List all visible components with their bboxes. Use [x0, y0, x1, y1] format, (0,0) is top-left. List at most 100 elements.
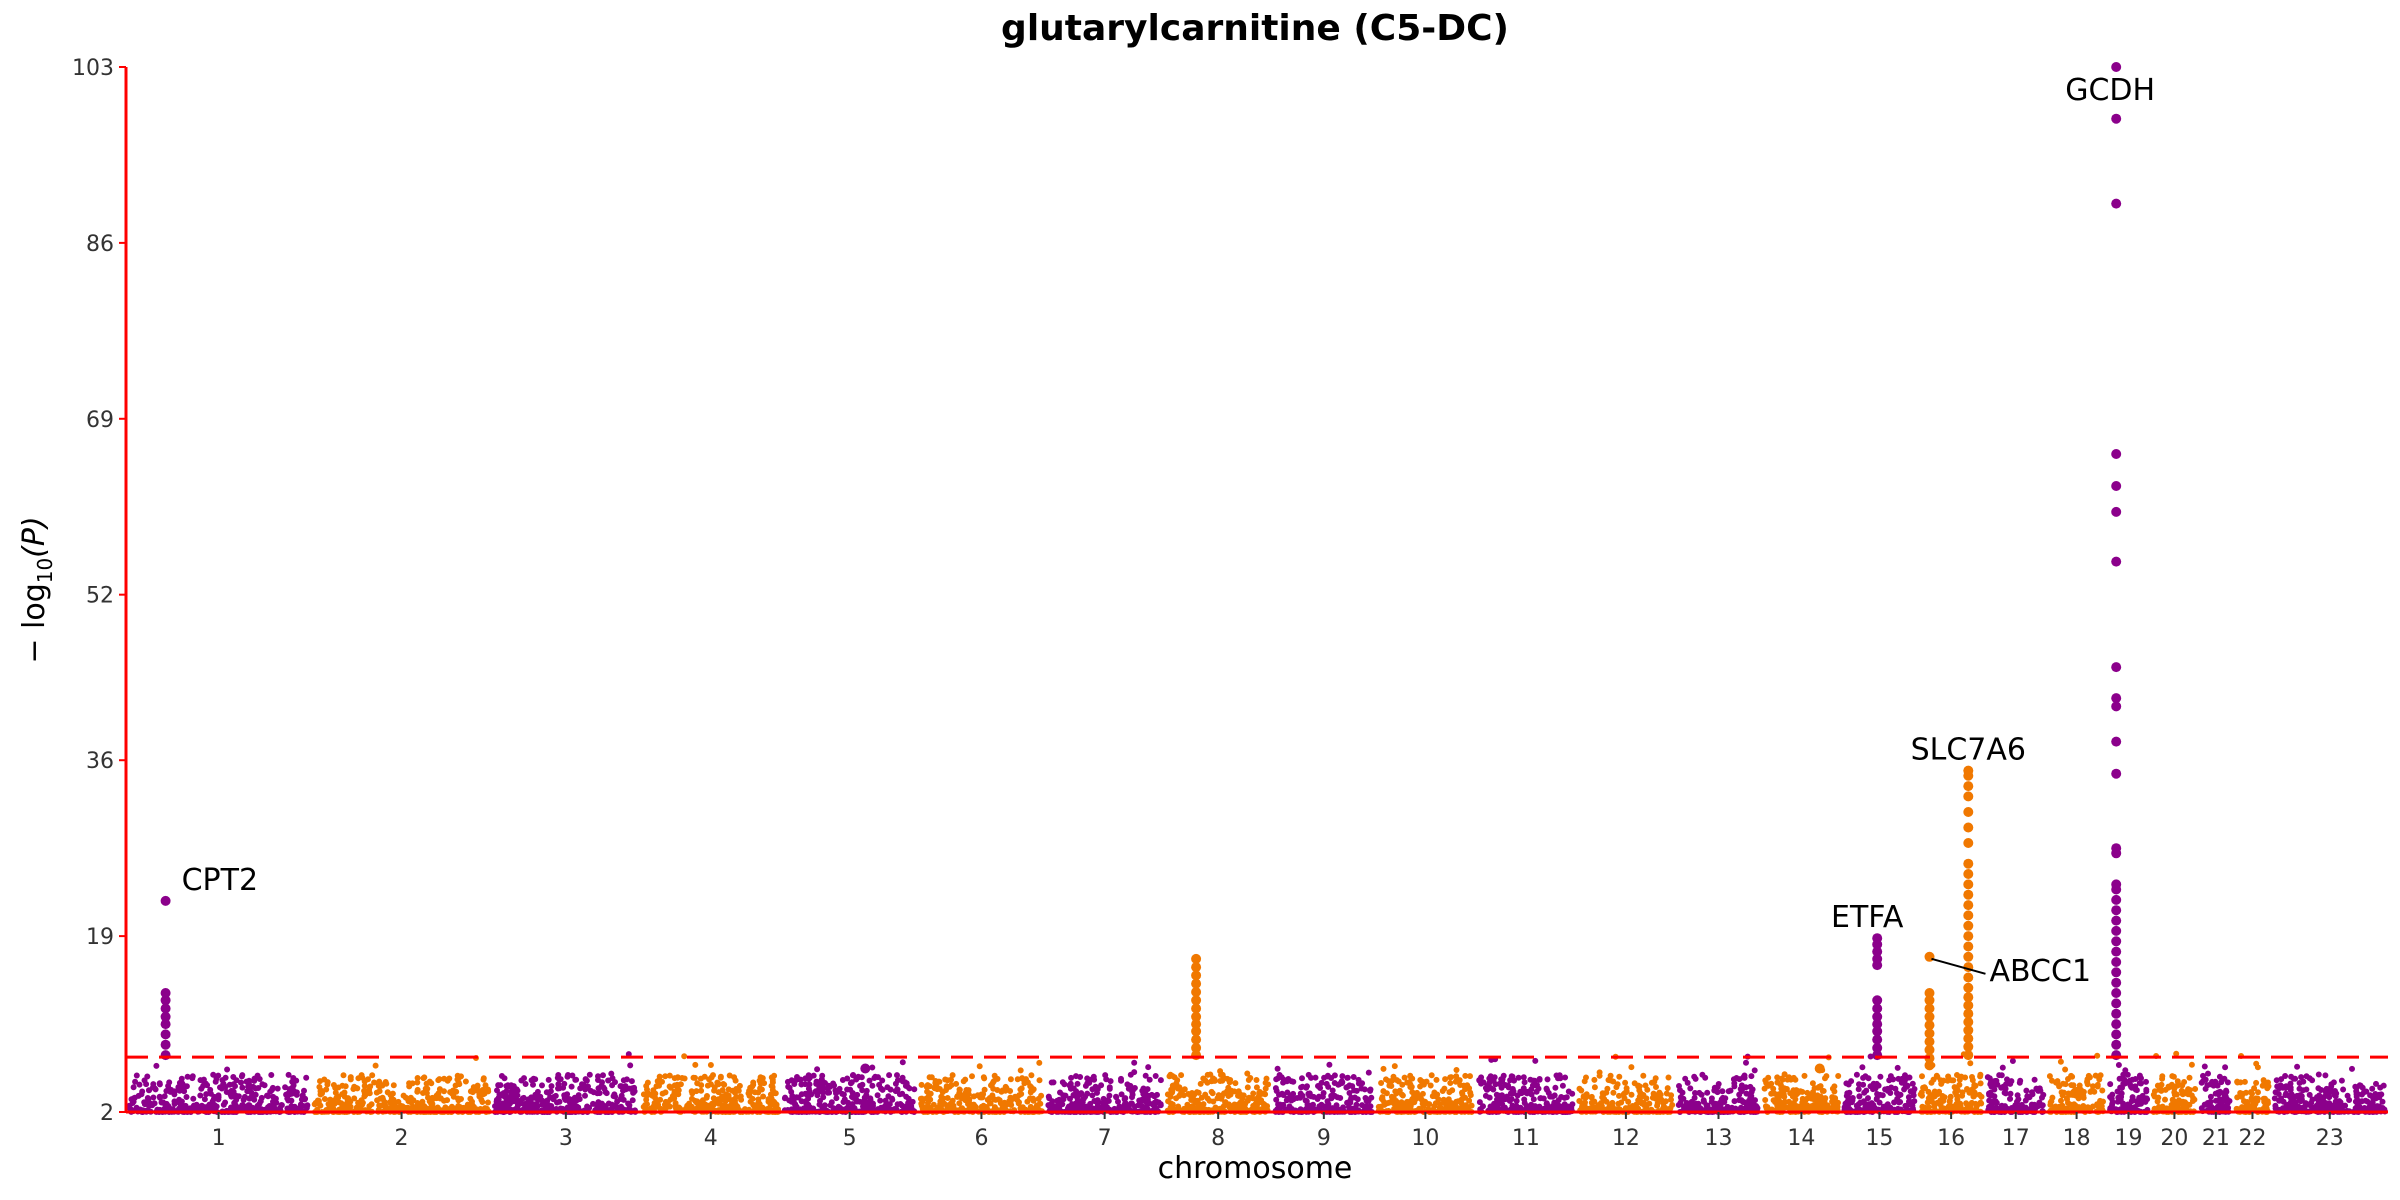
peak-7-point-21: [2111, 736, 2122, 747]
y-tick-label-52: 52: [86, 584, 114, 609]
peak-5-point-8: [1924, 995, 1935, 1006]
peak-0-point-3: [160, 1019, 171, 1030]
chromosome-20-points: [2150, 1050, 2199, 1115]
peak-7-point-25: [2111, 556, 2122, 567]
chromosome-23-points: [2271, 1063, 2388, 1115]
data-points: [126, 1050, 2388, 1115]
y-axis-label-subscript: 10: [33, 558, 57, 583]
chromosome-2-points: [311, 1055, 492, 1115]
chromosome-18-points: [2046, 1052, 2106, 1115]
peak-4-point-3: [1872, 1026, 1883, 1037]
peak-6-point-0: [1963, 1050, 1974, 1061]
peak-6-point-23: [1963, 807, 1974, 817]
peak-4-point-10: [1872, 946, 1883, 957]
x-tick-label-13: 13: [1705, 1126, 1733, 1151]
peak-4-point-7: [1872, 995, 1883, 1006]
x-tick-label-20: 20: [2160, 1126, 2188, 1151]
peak-7-point-2: [2111, 1029, 2122, 1040]
chromosome-13-points: [1675, 1053, 1761, 1115]
y-tick-label-69: 69: [86, 408, 114, 433]
peak-7-point-12: [2111, 925, 2122, 936]
peak-7-point-19: [2111, 843, 2122, 854]
x-tick-label-3: 3: [559, 1126, 573, 1151]
x-tick-label-7: 7: [1098, 1126, 1112, 1151]
peak-6-point-5: [1963, 1008, 1974, 1019]
chromosome-22-points: [2233, 1053, 2272, 1115]
chromosome-16-points: [1917, 1051, 1985, 1115]
peak-6-point-20: [1963, 858, 1974, 869]
peak-7-point-8: [2111, 967, 2122, 978]
peak-6-point-18: [1963, 879, 1974, 890]
x-axis-ticks: 1 2 3 4 5 6 7 8 9 10 11 12 13 14 15 16 17 18 19 20 21 22 23: [212, 1112, 2344, 1151]
peak-7-point-23: [2111, 693, 2122, 704]
peak-7-point-26: [2111, 506, 2122, 517]
peak-7-point-30: [2111, 113, 2122, 124]
chromosome-3-points: [492, 1051, 639, 1115]
peak-0-point-7: [160, 988, 171, 998]
peak-5-point-2: [1924, 1044, 1935, 1055]
peak-4-point-4: [1872, 1019, 1883, 1030]
chromosome-5-points: [781, 1059, 918, 1115]
peak-6-point-2: [1963, 1033, 1974, 1044]
annotation-ABCC1: ABCC1: [1989, 954, 2091, 989]
chromosome-10-points: [1375, 1063, 1475, 1115]
chart-title: glutarylcarnitine (C5-DC): [1001, 8, 1509, 49]
peak-7-point-20: [2111, 768, 2122, 779]
chromosome-11-points: [1476, 1056, 1576, 1115]
x-tick-label-4: 4: [704, 1126, 718, 1151]
x-tick-label-8: 8: [1211, 1126, 1225, 1151]
peak-2-point-11: [1191, 962, 1202, 973]
peak-6-point-11: [1963, 951, 1974, 962]
chromosome-7-points: [1045, 1059, 1164, 1115]
peak-6-point-8: [1963, 982, 1974, 993]
y-axis-label-suffix: (P): [17, 516, 52, 558]
peak-6-point-25: [1963, 781, 1974, 792]
y-axis-label: − log10(P): [17, 516, 57, 663]
annotation-leader-ABCC1: [1931, 957, 1986, 975]
peak-0-point-4: [160, 1011, 171, 1022]
x-tick-label-18: 18: [2063, 1126, 2091, 1151]
y-axis-label-prefix: − log: [17, 583, 52, 663]
peak-5-point-3: [1924, 1036, 1935, 1047]
peak-7-point-31: [2111, 62, 2122, 72]
x-tick-label-21: 21: [2202, 1126, 2230, 1151]
chromosome-9-points: [1272, 1061, 1375, 1115]
peak-2-point-9: [1191, 978, 1202, 989]
peak-5-point-5: [1924, 1020, 1935, 1031]
chromosome-17-points: [1984, 1058, 2047, 1115]
peak-7-point-1: [2111, 1039, 2122, 1050]
y-axis-ticks: 2 19 36 52 69 86 103: [72, 56, 126, 1126]
peak-7-point-28: [2111, 449, 2122, 459]
chromosome-8-points: [1164, 1068, 1272, 1115]
chromosome-14-points: [1761, 1054, 1842, 1115]
peak-2-point-3: [1191, 1026, 1202, 1037]
peak-6-point-13: [1963, 931, 1974, 942]
peak-0-point-8: [160, 895, 171, 906]
peak-7-point-22: [2111, 701, 2122, 712]
annotation-SLC7A6: SLC7A6: [1911, 733, 2026, 768]
x-tick-label-1: 1: [212, 1126, 226, 1151]
peak-7-point-7: [2111, 977, 2122, 988]
y-tick-label-2: 2: [100, 1101, 114, 1126]
peak-2-point-2: [1191, 1034, 1202, 1045]
peak-6-point-17: [1963, 889, 1974, 900]
x-tick-label-16: 16: [1937, 1126, 1965, 1151]
peak-4-point-6: [1872, 1003, 1883, 1014]
peak-7-point-3: [2111, 1019, 2122, 1030]
y-tick-label-103: 103: [72, 56, 114, 81]
peak-6-point-19: [1963, 869, 1974, 879]
peak-7-point-27: [2111, 481, 2122, 491]
peak-1-point-0: [860, 1063, 871, 1074]
peak-6-point-14: [1963, 920, 1974, 931]
chromosome-15-points: [1841, 1053, 1918, 1115]
peak-2-point-4: [1191, 1019, 1202, 1030]
peak-7-point-9: [2111, 957, 2122, 967]
chromosome-6-points: [917, 1059, 1045, 1115]
peak-2-point-1: [1191, 1042, 1202, 1053]
peak-3-point-0: [1814, 1063, 1825, 1074]
x-tick-label-14: 14: [1787, 1126, 1815, 1151]
peak-0-point-5: [160, 1003, 171, 1014]
x-tick-label-6: 6: [974, 1126, 988, 1151]
peak-5-point-0: [1924, 1060, 1935, 1071]
